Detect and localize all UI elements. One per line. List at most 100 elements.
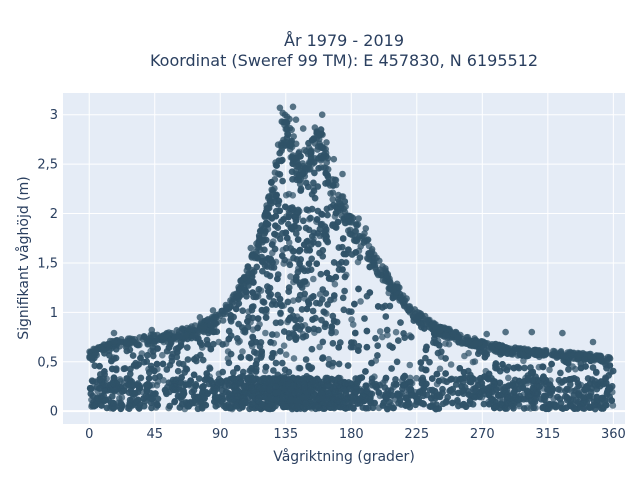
data-point (456, 375, 464, 383)
data-point (389, 404, 397, 412)
data-point (271, 230, 278, 238)
data-point (282, 203, 289, 211)
data-point (249, 334, 257, 341)
data-point (310, 179, 317, 187)
data-point (314, 183, 322, 190)
data-point (323, 205, 331, 213)
data-point (152, 390, 159, 397)
data-point (151, 367, 158, 375)
data-point (356, 395, 364, 403)
data-point (341, 287, 348, 295)
data-point (348, 316, 355, 323)
data-point (600, 380, 607, 388)
data-point (454, 397, 461, 404)
data-point (239, 372, 246, 380)
data-point (262, 363, 270, 371)
data-point (396, 396, 404, 404)
data-point (268, 241, 276, 248)
data-point (249, 289, 256, 296)
data-point (197, 351, 204, 359)
data-point (492, 403, 500, 411)
data-point (335, 344, 343, 351)
data-point (480, 400, 488, 408)
data-point (352, 329, 359, 337)
data-point (87, 385, 95, 393)
data-point (230, 369, 237, 376)
data-point (382, 313, 390, 320)
data-point (177, 342, 185, 349)
data-point (305, 362, 312, 370)
data-point (195, 375, 203, 382)
data-point (252, 361, 260, 368)
data-point (316, 291, 324, 298)
data-point (352, 388, 360, 395)
data-point (328, 324, 335, 331)
data-point (328, 329, 335, 337)
data-point (423, 380, 430, 388)
data-point (394, 390, 401, 398)
data-point (308, 345, 316, 353)
data-point (332, 273, 340, 281)
data-point (356, 254, 364, 261)
data-point (573, 376, 580, 383)
data-point (593, 368, 600, 376)
data-point (303, 179, 310, 187)
data-point (331, 292, 338, 299)
data-point (296, 247, 304, 254)
data-point (154, 395, 162, 403)
data-point (296, 291, 304, 299)
chart-title-line-2: Koordinat (Sweref 99 TM): E 457830, N 61… (150, 51, 538, 70)
data-point (407, 386, 415, 393)
data-point (287, 306, 295, 314)
data-point (359, 404, 367, 411)
data-point (191, 356, 198, 363)
data-point (293, 230, 300, 237)
data-point (290, 247, 297, 255)
data-point (284, 298, 292, 306)
data-point (298, 306, 306, 313)
data-point (527, 397, 535, 405)
data-point (556, 395, 564, 403)
data-point (259, 298, 267, 305)
data-point (428, 395, 435, 402)
data-point (555, 386, 562, 393)
data-point (372, 335, 379, 342)
data-point (355, 285, 362, 293)
data-point (257, 339, 265, 346)
data-point (262, 314, 270, 321)
data-point (153, 360, 161, 368)
data-point (190, 371, 198, 379)
data-point (254, 315, 262, 322)
data-point (362, 368, 369, 375)
data-point (438, 348, 445, 356)
data-point (310, 275, 317, 283)
data-point (225, 335, 233, 343)
data-point (335, 360, 343, 368)
data-point (460, 400, 468, 408)
data-point (461, 352, 468, 360)
data-point (272, 359, 280, 367)
data-point (572, 365, 579, 373)
data-point (485, 384, 493, 392)
data-point (449, 399, 456, 407)
data-point (294, 268, 302, 276)
data-point (320, 308, 328, 316)
data-point (248, 365, 255, 372)
data-point (279, 359, 286, 367)
data-point (279, 252, 286, 260)
data-point (442, 340, 449, 347)
data-point (309, 232, 316, 240)
data-point (310, 293, 317, 300)
data-point (181, 369, 188, 376)
data-point (436, 365, 444, 373)
data-point (298, 284, 306, 291)
data-point (248, 303, 256, 311)
data-point (384, 331, 391, 339)
data-point (206, 365, 214, 372)
data-point (184, 356, 192, 363)
chart-title: År 1979 - 2019 Koordinat (Sweref 99 TM):… (150, 31, 538, 70)
data-point (101, 368, 108, 375)
data-point (352, 249, 360, 256)
data-point (89, 378, 97, 385)
data-point (290, 355, 298, 362)
